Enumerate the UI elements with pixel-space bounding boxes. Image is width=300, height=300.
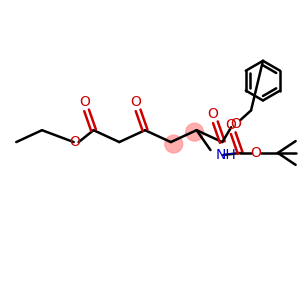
Circle shape bbox=[186, 123, 203, 141]
Text: O: O bbox=[230, 117, 241, 131]
Text: O: O bbox=[69, 135, 80, 149]
Text: NH: NH bbox=[215, 148, 236, 162]
Text: O: O bbox=[250, 146, 261, 160]
Text: O: O bbox=[79, 95, 90, 110]
Text: O: O bbox=[131, 95, 142, 110]
Circle shape bbox=[165, 135, 183, 153]
Text: O: O bbox=[225, 118, 236, 132]
Text: O: O bbox=[207, 107, 218, 121]
